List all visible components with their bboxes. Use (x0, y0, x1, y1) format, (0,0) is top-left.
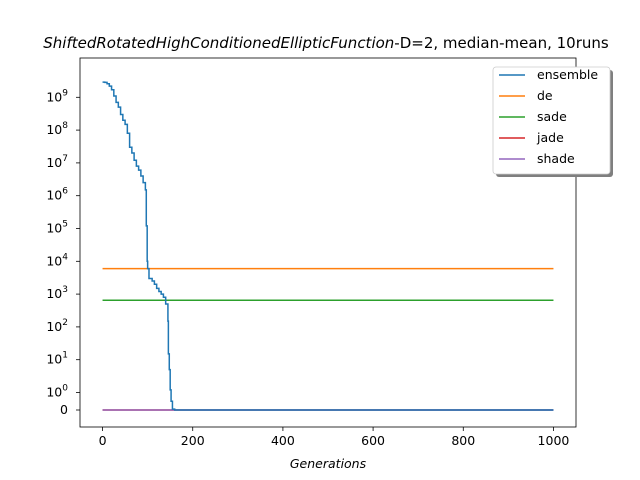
y-tick-label: 106 (46, 187, 68, 203)
y-tick-label: 102 (46, 318, 68, 334)
legend-label-jade: jade (536, 130, 564, 145)
chart-title-rest: -D=2, median-mean, 10runs (394, 34, 609, 52)
chart-title: ShiftedRotatedHighConditionedEllipticFun… (43, 34, 609, 52)
x-axis-label: Generations (290, 456, 367, 471)
legend-label-ensemble: ensemble (537, 67, 598, 82)
axes-frame (79, 57, 577, 428)
plot-area (102, 81, 554, 411)
legend-label-sade: sade (537, 109, 567, 124)
y-tick-label: 103 (46, 285, 68, 301)
y-tick-label: 107 (46, 154, 68, 170)
chart-title-italic: ShiftedRotatedHighConditionedEllipticFun… (43, 34, 394, 52)
y-tick-label: 105 (46, 220, 68, 236)
y-tick-label: 104 (46, 252, 68, 268)
y-tick-label: 101 (46, 351, 68, 367)
legend: ensemble de sade jade shade (492, 66, 613, 177)
x-tick-label: 600 (361, 433, 385, 448)
legend-label-de: de (537, 88, 553, 103)
y-tick-label: 0 (60, 402, 68, 417)
y-tick-label: 108 (46, 121, 68, 137)
legend-label-shade: shade (537, 151, 575, 166)
series-line-ensemble (102, 81, 554, 411)
y-tick-label: 109 (46, 88, 68, 104)
x-tick-label: 1000 (538, 433, 570, 448)
x-tick-label: 400 (271, 433, 295, 448)
x-tick-label: 200 (181, 433, 205, 448)
x-tick-label: 0 (99, 433, 107, 448)
x-tick-label: 800 (451, 433, 475, 448)
legend-box (492, 66, 611, 175)
y-tick-label: 100 (46, 384, 68, 400)
